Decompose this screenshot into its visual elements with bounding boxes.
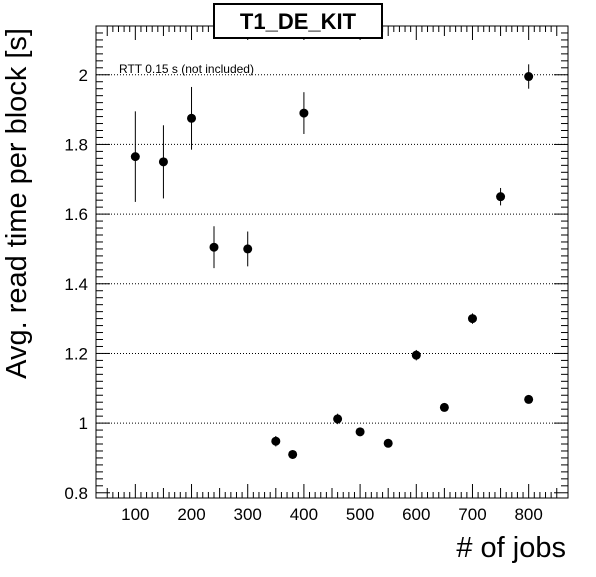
y-tick-label: 2	[79, 66, 88, 85]
x-tick-label: 500	[346, 505, 374, 524]
x-tick-label: 400	[290, 505, 318, 524]
data-point	[299, 92, 309, 134]
y-tick-label: 1.2	[64, 344, 88, 363]
data-point	[187, 86, 197, 150]
data-point-marker	[299, 108, 309, 118]
data-point-marker	[187, 113, 197, 123]
data-point-marker	[496, 192, 506, 202]
y-tick-label: 1.8	[64, 135, 88, 154]
x-tick-label: 100	[121, 505, 149, 524]
x-tick-label: 700	[458, 505, 486, 524]
data-point	[333, 413, 343, 425]
data-point	[524, 64, 534, 89]
data-point	[496, 187, 506, 206]
data-point	[524, 394, 534, 404]
y-tick-label: 0.8	[64, 484, 88, 503]
data-point	[158, 125, 168, 199]
x-tick-label: 300	[234, 505, 262, 524]
data-point	[243, 231, 253, 267]
data-point-marker	[130, 152, 140, 162]
x-tick-label: 200	[177, 505, 205, 524]
y-tick-label: 1.6	[64, 205, 88, 224]
data-point	[383, 438, 393, 448]
points-layer	[130, 64, 534, 459]
x-tick-label: 600	[402, 505, 430, 524]
y-axis-label: Avg. read time per block [s]	[1, 28, 33, 379]
data-point-marker	[271, 436, 281, 446]
data-point-marker	[411, 350, 421, 360]
data-point-marker	[333, 414, 343, 424]
data-point-marker	[524, 72, 534, 82]
data-point	[288, 449, 298, 459]
data-point	[271, 435, 281, 447]
chart-annotation: RTT 0.15 s (not included)	[119, 62, 254, 76]
data-point-marker	[383, 438, 393, 448]
x-tick-label: 800	[514, 505, 542, 524]
data-point	[439, 402, 449, 412]
y-tick-label: 1	[79, 414, 88, 433]
data-point-marker	[288, 449, 298, 459]
labels-layer: 100 200 300 400 500 600 700 800 0.8 1 1.2 1.4 1.6 1.8…	[64, 66, 542, 524]
chart-title-box: T1_DE_KIT	[213, 3, 383, 39]
data-point-marker	[524, 394, 534, 404]
data-point-marker	[209, 242, 219, 252]
data-point-marker	[158, 157, 168, 167]
data-point-marker	[243, 244, 253, 254]
x-axis-label: # of jobs	[456, 532, 566, 564]
data-point	[411, 349, 421, 361]
y-tick-label: 1.4	[64, 275, 88, 294]
data-point	[130, 111, 140, 202]
ticks-layer	[96, 25, 568, 498]
data-point-marker	[467, 314, 477, 324]
data-point	[355, 427, 365, 437]
grid-layer	[96, 74, 568, 424]
data-point	[467, 313, 477, 324]
data-point-marker	[355, 427, 365, 437]
data-point-marker	[439, 402, 449, 412]
data-point	[209, 226, 219, 269]
title-box-border	[213, 3, 383, 39]
chart-title: T1_DE_KIT	[240, 9, 357, 34]
